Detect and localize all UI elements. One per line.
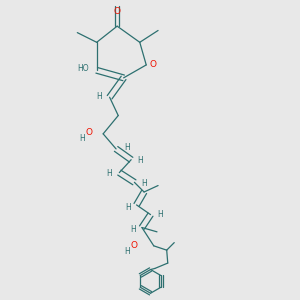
Text: O: O	[130, 242, 137, 250]
Text: H: H	[96, 92, 102, 101]
Text: O: O	[114, 7, 121, 16]
Text: HO: HO	[77, 64, 88, 73]
Text: H: H	[79, 134, 85, 143]
Text: H: H	[158, 210, 163, 219]
Text: H: H	[125, 202, 131, 211]
Text: H: H	[124, 143, 130, 152]
Text: H: H	[137, 156, 142, 165]
Text: H: H	[107, 169, 112, 178]
Text: H: H	[141, 179, 147, 188]
Text: H: H	[130, 225, 136, 234]
Text: H: H	[124, 247, 130, 256]
Text: O: O	[85, 128, 92, 137]
Text: O: O	[150, 60, 157, 69]
